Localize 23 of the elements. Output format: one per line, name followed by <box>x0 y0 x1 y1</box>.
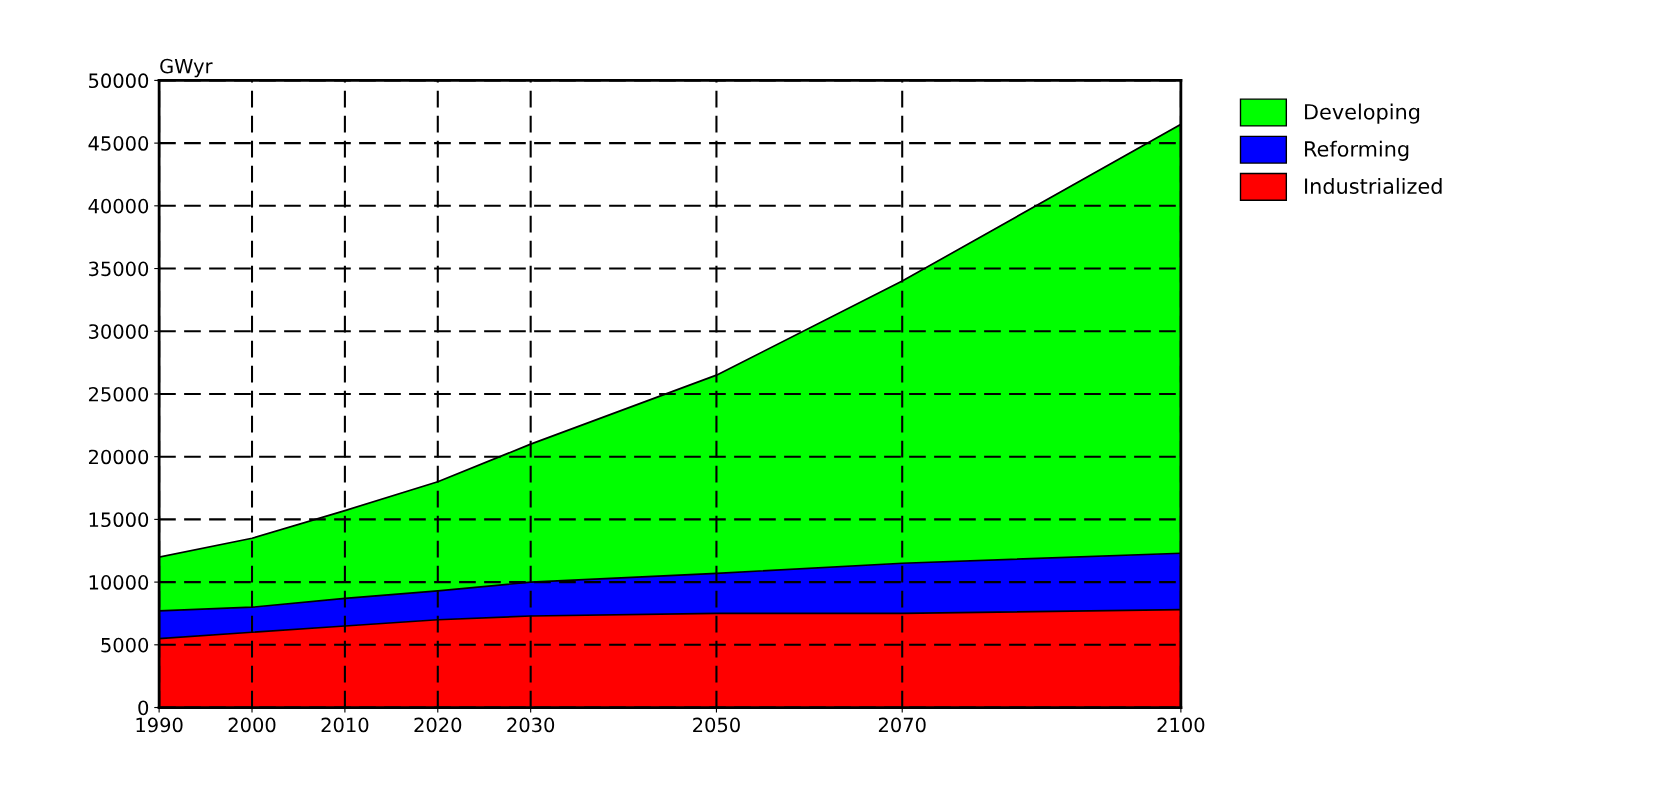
x-tick-label: 2050 <box>693 717 740 733</box>
x-tick-label: 2010 <box>321 717 369 733</box>
y-tick-label: 0 <box>138 700 149 716</box>
x-tick-label: 1990 <box>136 717 183 733</box>
y-tick-label: 45000 <box>88 136 149 151</box>
y-tick-label: 40000 <box>88 198 149 214</box>
x-tick-label: 2070 <box>878 717 926 733</box>
y-tick-label: 20000 <box>88 449 149 465</box>
y-tick-label: 35000 <box>89 261 149 277</box>
legend-label: Developing <box>1305 103 1420 124</box>
y-tick-label: 25000 <box>88 386 149 402</box>
y-tick-label: 10000 <box>89 575 149 590</box>
y-tick-label: 30000 <box>89 324 149 339</box>
y-tick-label: 50000 <box>89 73 149 89</box>
legend-label: Industrialized <box>1305 177 1442 195</box>
legend-label: Reforming <box>1305 140 1409 161</box>
y-tick-label: 15000 <box>89 512 149 528</box>
x-tick-label: 2030 <box>507 717 555 733</box>
y-tick-label: 5000 <box>101 637 149 653</box>
y-axis-title: GWyr <box>160 58 213 78</box>
x-tick-label: 2100 <box>1157 717 1205 733</box>
x-tick-label: 2000 <box>228 717 276 733</box>
x-tick-label: 2020 <box>414 717 462 733</box>
